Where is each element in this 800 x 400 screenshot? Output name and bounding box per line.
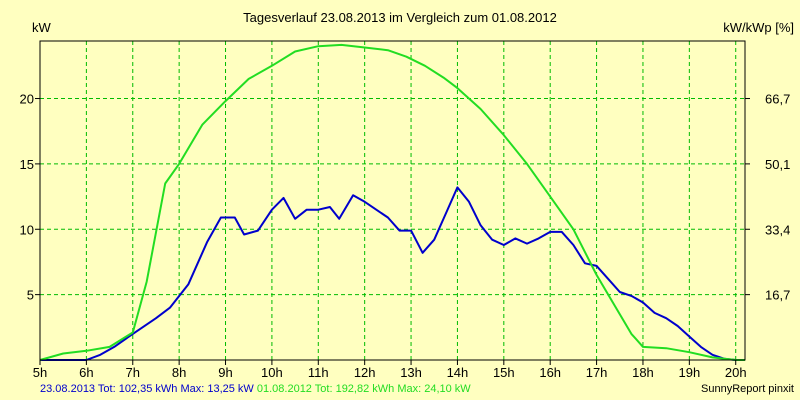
x-tick-label: 7h [126, 365, 140, 380]
footer-legend: 23.08.2013 Tot: 102,35 kWh Max: 13,25 kW… [40, 383, 471, 395]
x-tick-label: 13h [400, 365, 422, 380]
x-tick-label: 17h [586, 365, 608, 380]
x-tick-label: 11h [308, 365, 329, 380]
y-axis-left-label: kW [32, 20, 51, 35]
plot-frame [39, 40, 746, 361]
x-tick-label: 6h [79, 365, 93, 380]
series-line-2 [39, 43, 745, 361]
x-tick-label: 19h [678, 365, 700, 380]
x-tick-label: 15h [493, 365, 515, 380]
y-right-tick-label: 16,7 [765, 288, 790, 303]
x-tick-label: 10h [261, 365, 283, 380]
legend-series-1: 23.08.2013 Tot: 102,35 kWh Max: 13,25 kW [40, 383, 254, 395]
y-right-tick-label: 50,1 [765, 157, 790, 172]
series-line-1 [40, 186, 745, 361]
plot-area-border [39, 40, 746, 361]
footer-credit: SunnyReport pinxit [701, 383, 794, 395]
x-tick-label: 18h [632, 365, 654, 380]
x-tick-label: 8h [172, 365, 186, 380]
y-right-tick-label: 33,4 [765, 222, 790, 237]
x-tick-label: 16h [539, 365, 561, 380]
y-tick-label: 5 [27, 288, 34, 303]
y-tick-label: 15 [20, 157, 34, 172]
y-axis-right-label: kW/kWp [%] [723, 20, 794, 35]
y-tick-label: 20 [20, 92, 34, 107]
x-tick-label: 20h [725, 365, 747, 380]
x-tick-label: 14h [447, 365, 469, 380]
grid-lines [40, 41, 745, 360]
chart-title: Tagesverlauf 23.08.2013 im Vergleich zum… [243, 10, 557, 25]
legend-series-2: 01.08.2012 Tot: 192,82 kWh Max: 24,10 kW [256, 383, 471, 395]
y-right-tick-label: 66,7 [765, 92, 790, 107]
x-tick-label: 5h [33, 365, 47, 380]
tick-labels: 5h 6h 7h 8h 9h 10h 11h 12h 13h 14h 15h 16h 17h 18h 19h… [20, 92, 791, 380]
x-tick-label: 12h [354, 365, 376, 380]
x-tick-label: 9h [218, 365, 232, 380]
series-lines [39, 43, 745, 361]
y-tick-label: 10 [20, 222, 34, 237]
